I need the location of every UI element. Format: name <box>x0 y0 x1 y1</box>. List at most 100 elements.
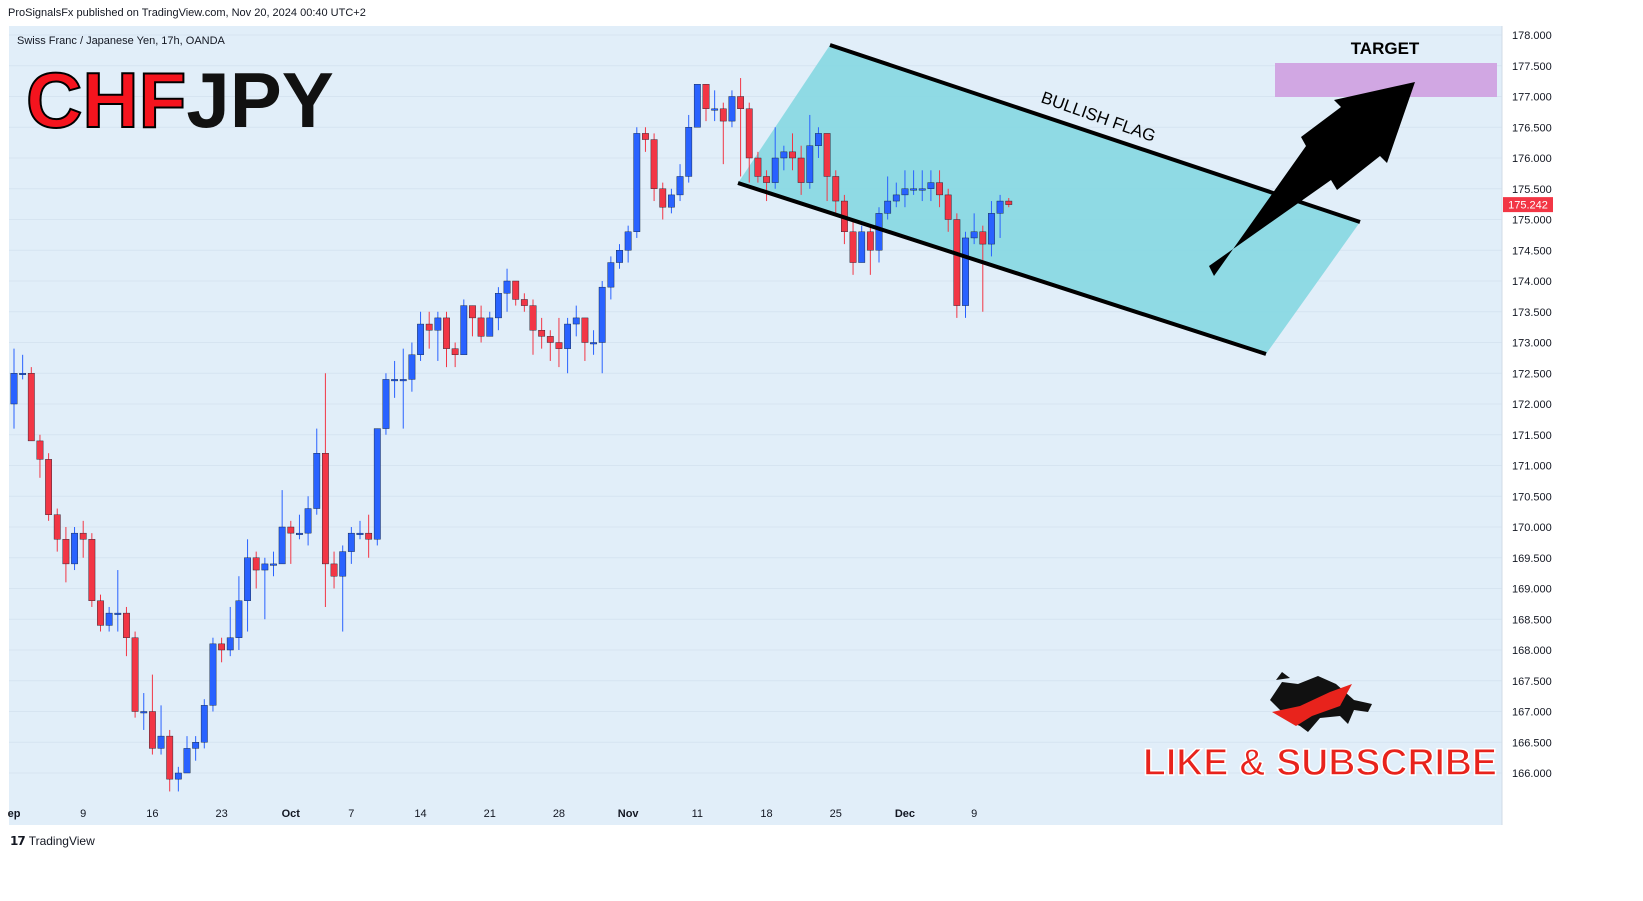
candle-body <box>728 96 736 122</box>
candle-body <box>53 514 61 540</box>
price-tick-label: 171.500 <box>1512 430 1552 442</box>
candle-body <box>218 643 225 651</box>
price-tick-label: 171.000 <box>1512 461 1552 473</box>
candle-body <box>209 643 217 706</box>
time-tick-label: 18 <box>760 808 772 820</box>
candle-body <box>97 600 104 626</box>
candle-body <box>918 188 926 191</box>
flag-upper-line <box>829 43 1361 224</box>
time-tick-label: 9 <box>80 808 86 820</box>
candle-body <box>538 330 546 337</box>
candle-body <box>71 532 78 565</box>
candle-body <box>555 342 563 349</box>
candle-body <box>702 83 710 109</box>
candle-body <box>763 176 770 183</box>
candle-body <box>261 563 269 571</box>
time-tick-label: 28 <box>553 808 565 820</box>
candle-body <box>365 532 373 540</box>
candle-body <box>866 231 874 251</box>
candle-body <box>19 373 27 375</box>
candle-body <box>200 705 208 743</box>
candle-body <box>780 151 788 159</box>
candle-body <box>391 379 398 382</box>
candle-body <box>287 526 295 534</box>
candle-body <box>443 317 450 349</box>
time-tick-label: 9 <box>971 808 977 820</box>
candle-body <box>996 200 1004 214</box>
candle-body <box>183 748 191 774</box>
candle-body <box>944 194 952 220</box>
candle-body <box>884 200 892 214</box>
time-tick-label: 7 <box>348 808 354 820</box>
candle-body <box>27 373 35 442</box>
candle-body <box>434 317 442 331</box>
candle-body <box>45 459 53 515</box>
price-axis[interactable]: 166.000 166.500 167.000 167.500 168.000 168.5… <box>1501 26 1552 825</box>
candle-body <box>642 133 649 140</box>
price-tick-label: 177.500 <box>1512 61 1552 73</box>
candle-body <box>157 735 165 749</box>
candle-body <box>711 108 719 111</box>
candle-body <box>79 532 87 540</box>
candle-body <box>174 772 182 780</box>
candle-body <box>520 299 528 306</box>
candle-body <box>823 133 831 177</box>
candle-body <box>339 551 347 577</box>
candle-body <box>685 127 693 177</box>
candle-body <box>676 176 684 196</box>
candle-body <box>252 557 260 571</box>
price-tick-label: 172.500 <box>1512 368 1552 380</box>
candle-body <box>624 231 632 251</box>
candle-body <box>970 231 978 239</box>
time-tick-label: Dec <box>895 808 915 820</box>
like-subscribe-text: LIKE & SUBSCRIBE <box>1143 742 1497 784</box>
candle-body <box>356 532 364 535</box>
candle-body <box>469 305 476 319</box>
candle-body <box>313 453 321 509</box>
candle-body <box>607 262 615 288</box>
price-tick-label: 166.000 <box>1512 768 1552 780</box>
candle-body <box>927 182 935 189</box>
price-tick-label: 176.500 <box>1512 122 1552 134</box>
candle-body <box>36 440 44 460</box>
candle-body <box>633 133 641 232</box>
price-tick-label: 174.500 <box>1512 245 1552 257</box>
price-tick-label: 177.000 <box>1512 92 1552 104</box>
candle-body <box>892 194 900 202</box>
price-tick-label: 167.000 <box>1512 707 1552 719</box>
price-tick-label: 168.000 <box>1512 645 1552 657</box>
svg-text:175.242: 175.242 <box>1508 200 1548 212</box>
candle-body <box>304 508 312 534</box>
candle-body <box>296 532 303 535</box>
candle-body <box>399 379 407 382</box>
candle-body <box>460 305 468 356</box>
candle-body <box>105 612 113 626</box>
candle-body <box>235 600 243 638</box>
target-label: TARGET <box>1351 39 1420 58</box>
candle-body <box>910 188 918 191</box>
bullish-flag-channel <box>738 45 1360 354</box>
time-tick-label: Nov <box>618 808 640 820</box>
candle-body <box>962 237 969 306</box>
target-arrow <box>1209 82 1415 276</box>
candle-body <box>330 563 338 577</box>
symbol-description: Swiss Franc / Japanese Yen, 17h, OANDA <box>17 35 226 47</box>
price-tick-label: 168.500 <box>1512 614 1552 626</box>
candle-body <box>270 563 277 566</box>
candle-body <box>737 96 745 110</box>
candle-body <box>979 231 987 245</box>
time-tick-label: 14 <box>414 808 426 820</box>
candle-body <box>88 539 96 601</box>
candle-body <box>486 317 494 337</box>
candle-body <box>797 157 805 183</box>
candle-body <box>754 157 762 177</box>
candle-body <box>417 323 424 355</box>
candle-body <box>953 219 961 306</box>
time-axis[interactable]: ep 9 16 23 Oct 7 14 21 28 Nov 11 18 25 Dec 9 <box>8 808 978 820</box>
candle-body <box>581 317 589 343</box>
price-tick-label: 175.500 <box>1512 184 1552 196</box>
tradingview-footer[interactable]: 𝟭𝟳 TradingView <box>10 834 95 848</box>
candle-body <box>849 231 857 263</box>
candle-body <box>901 188 909 196</box>
